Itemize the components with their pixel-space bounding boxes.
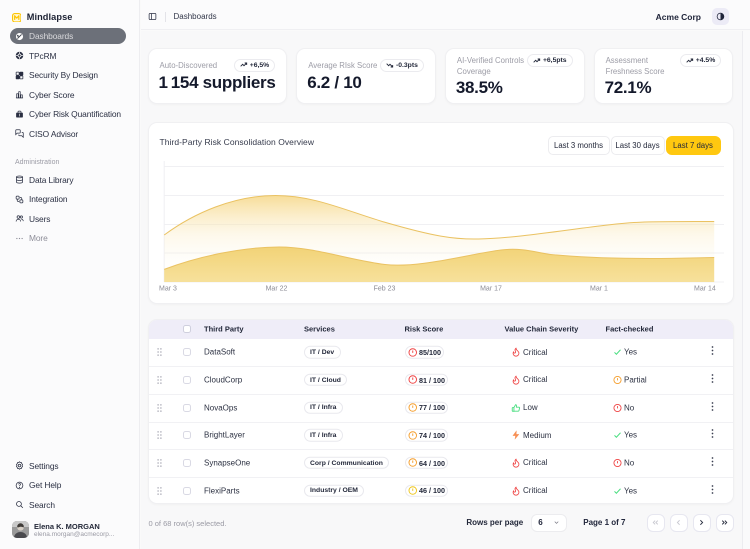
svg-text:Mar 14: Mar 14 [694, 286, 716, 293]
svg-text:Mar 17: Mar 17 [480, 286, 502, 293]
svg-text:Mar 3: Mar 3 [159, 286, 177, 293]
svg-text:Mar 1: Mar 1 [590, 286, 608, 293]
svg-text:Mar 22: Mar 22 [265, 286, 287, 293]
svg-text:Feb 23: Feb 23 [373, 286, 395, 293]
